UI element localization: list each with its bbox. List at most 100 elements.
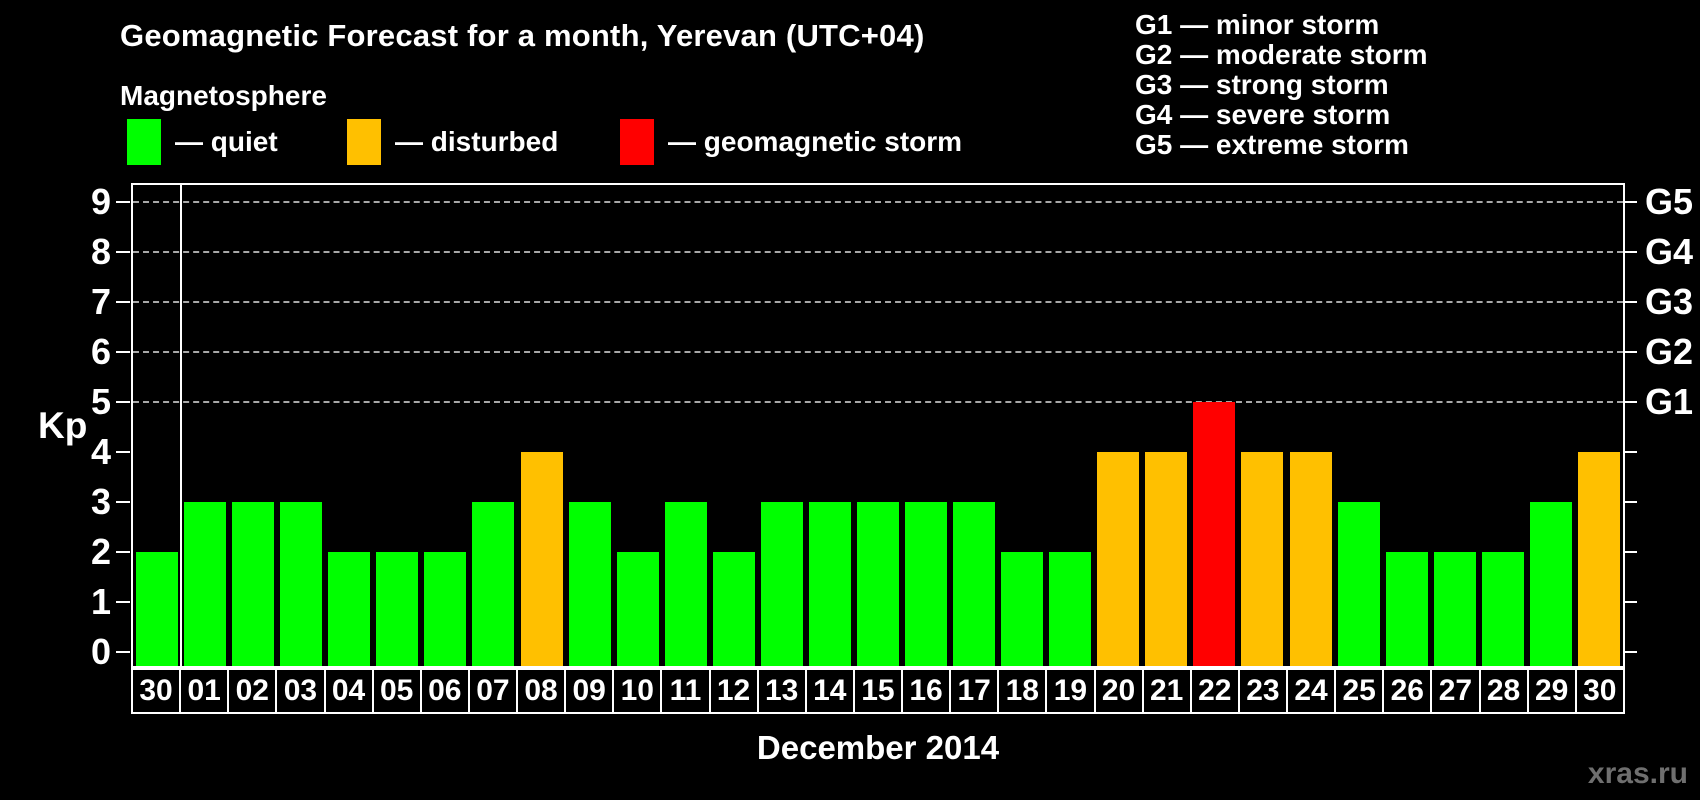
y-axis-tick-right-6 xyxy=(1623,351,1637,353)
kp-bar-day-23 xyxy=(1241,452,1284,666)
kp-bar-day-20 xyxy=(1097,452,1140,666)
day-label-cell: 02 xyxy=(229,670,278,712)
bar-cell-day-10 xyxy=(614,185,662,666)
kp-bar-day-10 xyxy=(616,552,659,666)
gridline-kp-5 xyxy=(133,401,1623,403)
g-scale-legend-line: G2 — moderate storm xyxy=(1135,39,1428,70)
y-axis-label-7: 7 xyxy=(90,281,111,322)
x-axis-title: December 2014 xyxy=(756,729,1000,766)
day-label-cell: 05 xyxy=(374,670,422,712)
y-axis-tick-left-5 xyxy=(116,401,130,403)
day-label-cell: 03 xyxy=(277,670,326,712)
gridline-kp-8 xyxy=(133,251,1623,253)
y-axis-tick-left-3 xyxy=(116,501,130,503)
day-label-cell: 17 xyxy=(951,670,1000,712)
g-scale-legend-line: G4 — severe storm xyxy=(1135,99,1391,130)
kp-bar-day-02 xyxy=(232,502,275,666)
day-label-cell: 19 xyxy=(1047,670,1096,712)
legend-item-label: — quiet xyxy=(175,126,278,157)
y-axis-tick-right-7 xyxy=(1623,301,1637,303)
bar-cell-day-08 xyxy=(518,185,566,666)
day-label-cell: 14 xyxy=(807,670,855,712)
day-label-cell: 08 xyxy=(518,670,567,712)
y-axis-title: Kp xyxy=(38,405,88,446)
day-label-cell: 30 xyxy=(1583,674,1617,707)
bar-cell-day-03 xyxy=(277,185,325,666)
legend-item-label: — disturbed xyxy=(395,126,559,157)
kp-bar-day-13 xyxy=(760,502,803,666)
g-scale-legend-line: G5 — extreme storm xyxy=(1135,129,1409,160)
bar-cell-day-12 xyxy=(710,185,758,666)
y-axis-tick-left-9 xyxy=(116,201,130,203)
bar-cell-day-30 xyxy=(133,185,181,666)
kp-bar-day-04 xyxy=(328,552,371,666)
day-label-cell: 15 xyxy=(855,670,903,712)
day-label-cell: 29 xyxy=(1529,670,1577,712)
day-label-cell: 20 xyxy=(1096,670,1144,712)
kp-bar-day-08 xyxy=(520,452,563,666)
kp-bar-day-03 xyxy=(280,502,323,666)
day-label-cell: 01 xyxy=(181,670,230,712)
y-axis-tick-right-5 xyxy=(1623,401,1637,403)
day-label-cell: 18 xyxy=(999,670,1048,712)
kp-bar-day-15 xyxy=(856,502,899,666)
day-label-cell: 07 xyxy=(470,670,518,712)
kp-bar-day-27 xyxy=(1433,552,1476,666)
day-label-cell: 30 xyxy=(133,670,182,712)
legend-item-label: — geomagnetic storm xyxy=(668,126,963,157)
g-scale-legend-line: G1 — minor storm xyxy=(1135,9,1380,40)
y-axis-tick-right-9 xyxy=(1623,201,1637,203)
day-label-cell: 04 xyxy=(326,670,374,712)
kp-bar-day-25 xyxy=(1337,502,1380,666)
bar-cell-day-29 xyxy=(1527,185,1575,666)
bar-cell-day-13 xyxy=(758,185,806,666)
bar-cell-day-25 xyxy=(1335,185,1383,666)
y-axis-label-3: 3 xyxy=(90,481,111,522)
day-label-cell: 12 xyxy=(711,670,759,712)
bar-cell-day-28 xyxy=(1479,185,1527,666)
day-label-cell: 24 xyxy=(1288,670,1337,712)
kp-bar-day-05 xyxy=(376,552,419,666)
bar-cell-day-01 xyxy=(181,185,229,666)
kp-bar-day-30 xyxy=(136,552,179,666)
x-axis-day-labels: 30 01 02 03 04 05 06 07 08 09 10 11 12 13 14 15 16 17 18 19… xyxy=(131,668,1625,714)
y-axis-label-0: 0 xyxy=(90,631,111,672)
bar-cell-day-15 xyxy=(854,185,902,666)
kp-bar-day-14 xyxy=(808,502,851,666)
disturbed-color-swatch-icon xyxy=(347,119,381,165)
y-axis-label-6: 6 xyxy=(90,331,111,372)
kp-bar-day-11 xyxy=(664,502,707,666)
day-label-cell: 16 xyxy=(903,670,952,712)
bar-cell-day-30 xyxy=(1575,185,1623,666)
bar-cell-day-04 xyxy=(325,185,373,666)
bar-cell-day-21 xyxy=(1142,185,1190,666)
bar-cell-day-07 xyxy=(469,185,517,666)
y-axis-tick-right-8 xyxy=(1623,251,1637,253)
kp-bar-day-12 xyxy=(712,552,755,666)
bar-cell-day-26 xyxy=(1383,185,1431,666)
bars-container xyxy=(133,185,1623,666)
y-axis-tick-left-0 xyxy=(116,651,130,653)
kp-bar-day-26 xyxy=(1385,552,1428,666)
day-label-cell: 06 xyxy=(422,670,470,712)
bar-cell-day-14 xyxy=(806,185,854,666)
y-axis-tick-right-2 xyxy=(1623,551,1637,553)
y-axis-tick-right-4 xyxy=(1623,451,1637,453)
gridline-kp-7 xyxy=(133,301,1623,303)
day-label-cell: 25 xyxy=(1336,670,1385,712)
kp-bar-day-06 xyxy=(424,552,467,666)
right-axis-label-G1: G1 xyxy=(1645,381,1694,422)
bar-cell-day-16 xyxy=(902,185,950,666)
gridline-kp-9 xyxy=(133,201,1623,203)
legend-item-disturbed: — disturbed xyxy=(347,117,558,167)
y-axis-tick-left-7 xyxy=(116,301,130,303)
kp-bar-day-24 xyxy=(1289,452,1332,666)
y-axis-tick-left-8 xyxy=(116,251,130,253)
y-axis-label-9: 9 xyxy=(90,181,111,222)
day-label-cell: 11 xyxy=(662,670,711,712)
y-axis-tick-left-4 xyxy=(116,451,130,453)
day-label-cell: 09 xyxy=(566,670,615,712)
y-axis-label-5: 5 xyxy=(90,381,111,422)
bar-cell-day-23 xyxy=(1238,185,1286,666)
bar-cell-day-11 xyxy=(662,185,710,666)
